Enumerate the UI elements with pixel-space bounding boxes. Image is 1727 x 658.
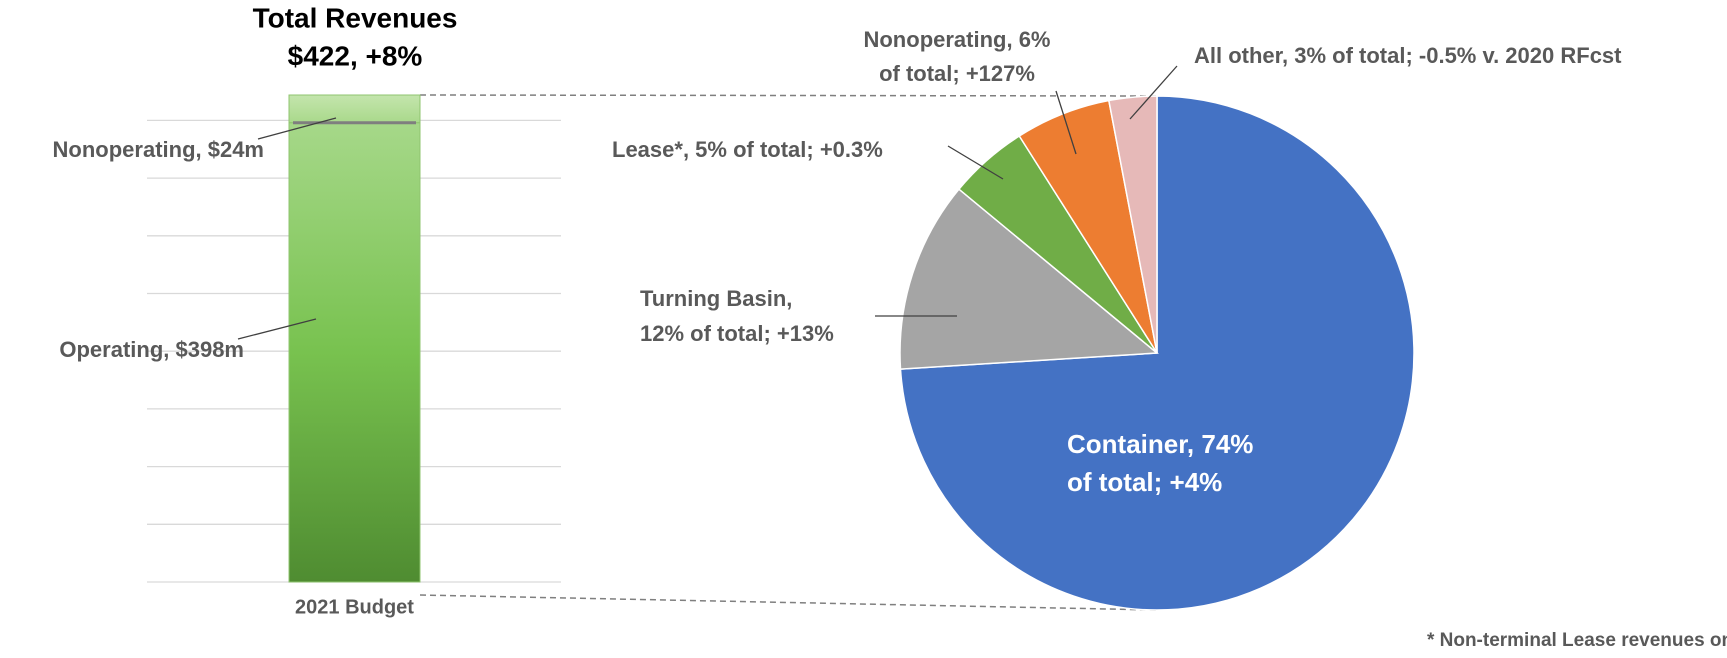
connector <box>419 594 1158 611</box>
leader-line <box>257 117 337 140</box>
bar-segment <box>288 122 421 583</box>
data-label: 12% of total; +13% <box>640 321 834 346</box>
chart-subtitle: $422, +8% <box>288 40 423 71</box>
data-label: Container, 74% <box>1067 429 1253 459</box>
chart-title: Total Revenues <box>253 2 458 33</box>
connector <box>419 94 1158 97</box>
leader-line <box>1055 90 1077 155</box>
pie-slice <box>1107 95 1158 354</box>
leader-line <box>947 145 1004 180</box>
pie-slice <box>899 188 1159 370</box>
data-label: Operating, $398m <box>59 337 244 362</box>
data-label: Nonoperating, $24m <box>53 137 264 162</box>
x-tick-label: 2021 Budget <box>295 596 414 618</box>
data-label: Nonoperating, 6% <box>863 27 1050 52</box>
data-label: Lease*, 5% of total; +0.3% <box>612 137 883 162</box>
data-label: Turning Basin, <box>640 286 792 311</box>
bar-segment <box>288 94 421 124</box>
leader-line <box>237 318 317 340</box>
data-label: All other, 3% of total; -0.5% v. 2020 RF… <box>1194 43 1622 68</box>
data-label: of total; +127% <box>879 61 1035 86</box>
footnote: * Non-terminal Lease revenues only <box>1427 630 1727 651</box>
data-label: of total; +4% <box>1067 467 1222 497</box>
leader-line <box>1129 65 1178 120</box>
